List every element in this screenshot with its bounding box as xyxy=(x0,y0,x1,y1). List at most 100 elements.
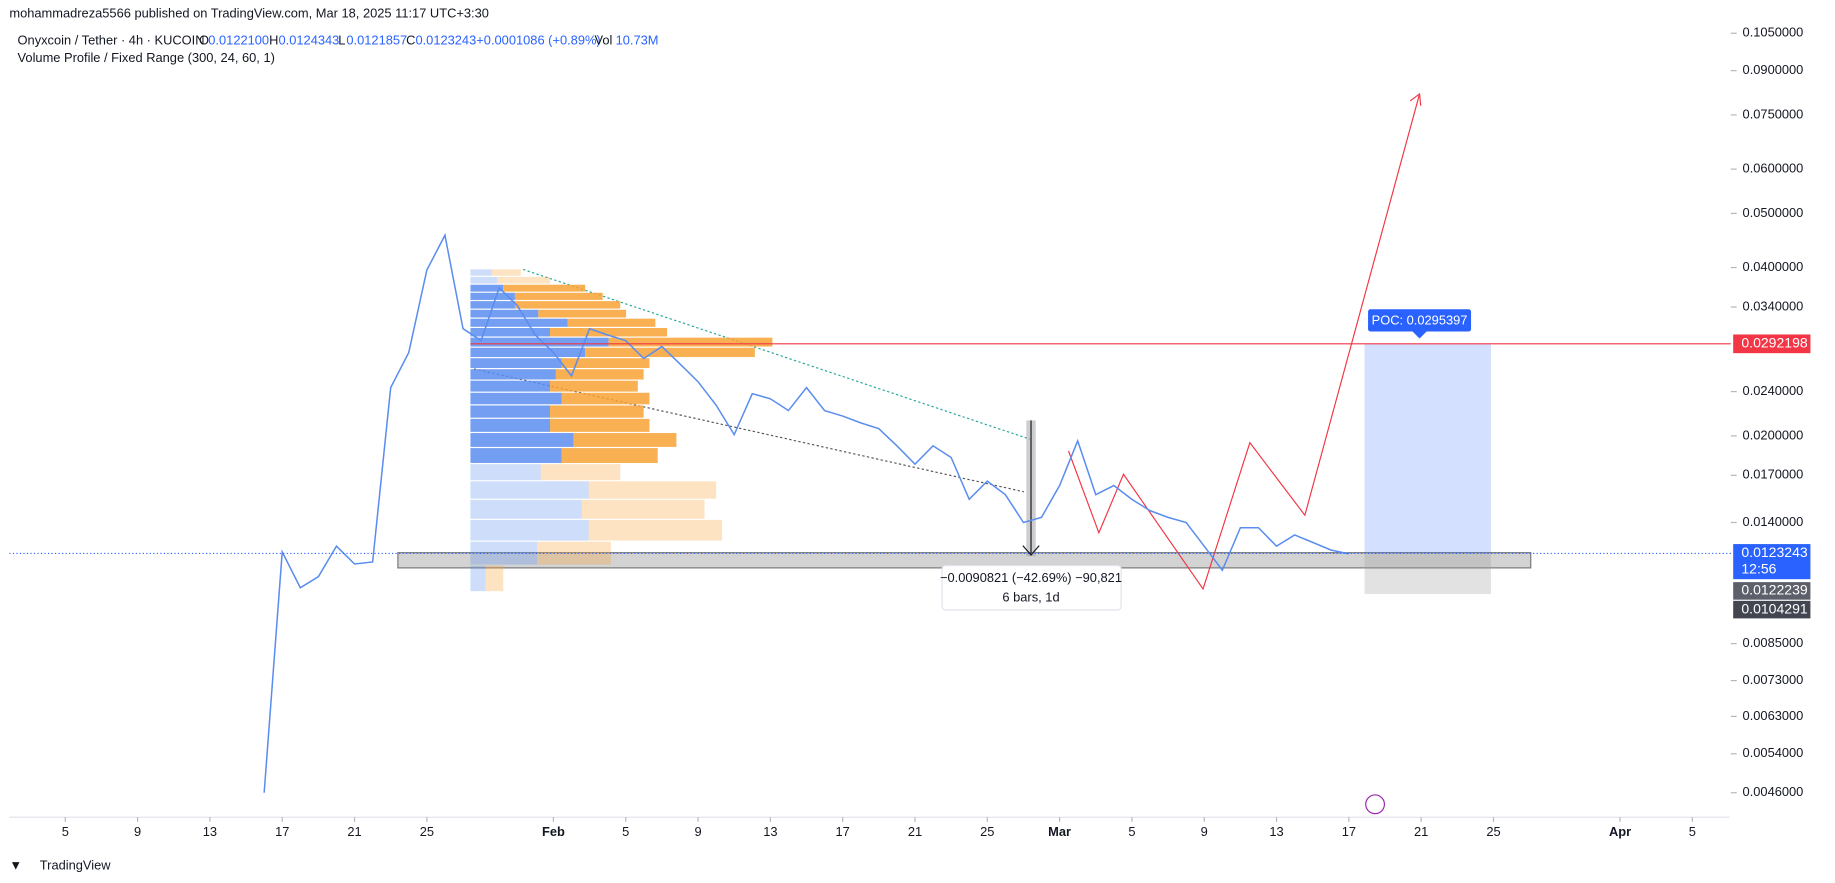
vp-up xyxy=(470,318,568,327)
vp-down xyxy=(497,276,551,284)
vp-up xyxy=(470,358,562,369)
poc-pointer xyxy=(1412,331,1427,339)
o-value: 0.0122100 xyxy=(208,33,269,48)
vp-down xyxy=(550,418,650,432)
vp-up xyxy=(470,347,586,358)
vp-down xyxy=(581,499,705,519)
vp-up xyxy=(470,448,562,463)
vp-down xyxy=(550,380,638,392)
measure-text: 6 bars, 1d xyxy=(1002,590,1059,605)
vp-up xyxy=(470,292,515,300)
x-tick-label: 9 xyxy=(694,824,701,839)
published: mohammadreza5566 published on TradingVie… xyxy=(9,6,489,21)
x-tick-label: 5 xyxy=(1689,824,1696,839)
c-value: 0.0123243 xyxy=(415,33,476,48)
x-tick-label: 13 xyxy=(1269,824,1283,839)
o-label: O xyxy=(199,33,209,48)
x-tick-label: Feb xyxy=(542,824,565,839)
event-icon xyxy=(1365,794,1386,815)
x-tick-label: 9 xyxy=(134,824,141,839)
measure-box xyxy=(941,564,1122,611)
trend-line xyxy=(522,268,1031,440)
vp-down xyxy=(485,565,504,592)
drawings xyxy=(397,92,1532,815)
vp-down xyxy=(573,433,677,447)
x-tick-label: 21 xyxy=(1414,824,1428,839)
vol-value: 10.73M xyxy=(616,33,659,48)
footer: TradingView xyxy=(40,858,111,873)
entry-label: 0.0123243 xyxy=(1741,544,1808,560)
l-label: L xyxy=(338,33,345,48)
vp-down xyxy=(537,541,611,565)
vp-down xyxy=(550,405,644,418)
measure-text: −0.0090821 (−42.69%) −90,821 xyxy=(940,570,1122,585)
target-label-bg xyxy=(1733,334,1811,354)
vp-down xyxy=(588,519,723,541)
x-tick-label: Mar xyxy=(1048,824,1071,839)
vp-up xyxy=(470,565,486,592)
vp-up xyxy=(470,481,589,499)
vp-up xyxy=(470,327,551,337)
poc-label: POC: 0.0295397 xyxy=(1372,312,1468,327)
x-tick-label: 13 xyxy=(203,824,217,839)
y-tick-label: 0.0046000 xyxy=(1743,784,1804,799)
y-tick-label: 0.0063000 xyxy=(1743,708,1804,723)
entry-low-label: 0.0122239 xyxy=(1741,582,1808,598)
stop-label-bg xyxy=(1733,600,1811,619)
change: +0.0001086 (+0.89%) xyxy=(476,33,600,48)
x-tick-label: 25 xyxy=(1486,824,1500,839)
c-label: C xyxy=(406,33,415,48)
x-tick-label: 5 xyxy=(1128,824,1135,839)
entry-low-label-bg xyxy=(1733,582,1811,600)
l-value: 0.0121857 xyxy=(346,33,407,48)
stop-label: 0.0104291 xyxy=(1741,600,1808,616)
vp-up xyxy=(470,369,556,380)
legend: Onyxcoin / Tether · 4h · KUCOIN O 0.0122… xyxy=(18,33,659,66)
vp-up xyxy=(470,541,538,565)
price-line xyxy=(263,232,1350,793)
vp-up xyxy=(470,309,539,318)
target-zone xyxy=(1364,343,1491,554)
stop-zone xyxy=(1364,553,1491,594)
measure-arrow-head xyxy=(1022,545,1040,556)
x-tick-label: 13 xyxy=(763,824,777,839)
y-tick-label: 0.0054000 xyxy=(1743,745,1804,760)
x-tick-label: 25 xyxy=(980,824,994,839)
vp-down xyxy=(608,337,773,347)
vp-down xyxy=(514,292,603,300)
vp-down xyxy=(561,392,650,405)
vp-up xyxy=(470,337,609,347)
x-tick-label: 17 xyxy=(275,824,289,839)
y-tick-label: 0.0073000 xyxy=(1743,672,1804,687)
y-tick-label: 0.0240000 xyxy=(1743,383,1804,398)
y-tick-label: 0.0400000 xyxy=(1743,259,1804,274)
y-tick-label: 0.1050000 xyxy=(1743,25,1804,40)
vp-down xyxy=(561,448,658,463)
x-tick-label: 25 xyxy=(420,824,434,839)
x-tick-label: Apr xyxy=(1609,824,1631,839)
vp-down xyxy=(588,481,717,499)
y-tick-label: 0.0500000 xyxy=(1743,205,1804,220)
projection-path xyxy=(1067,93,1421,591)
vp-up xyxy=(470,392,562,405)
y-tick-label: 0.0340000 xyxy=(1743,298,1804,313)
vp-up xyxy=(470,499,582,519)
logo: ▼ xyxy=(9,858,22,873)
vp-up xyxy=(470,405,551,418)
x-tick-label: 21 xyxy=(908,824,922,839)
vp-up xyxy=(470,380,551,392)
y-tick-label: 0.0200000 xyxy=(1743,427,1804,442)
vp-down xyxy=(503,284,586,292)
x-tick-label: 21 xyxy=(347,824,361,839)
vp-down xyxy=(561,358,650,369)
symbol: Onyxcoin / Tether · 4h · KUCOIN xyxy=(18,33,205,48)
vp-up xyxy=(470,464,541,481)
vp-down xyxy=(567,318,656,327)
y-tick-label: 0.0170000 xyxy=(1743,467,1804,482)
y-tick-label: 0.0140000 xyxy=(1743,514,1804,529)
x-tick-label: 9 xyxy=(1201,824,1208,839)
vp-up xyxy=(470,284,504,292)
vp-up xyxy=(470,276,498,284)
vp-down xyxy=(514,301,621,309)
target-label: 0.0292198 xyxy=(1741,335,1808,351)
